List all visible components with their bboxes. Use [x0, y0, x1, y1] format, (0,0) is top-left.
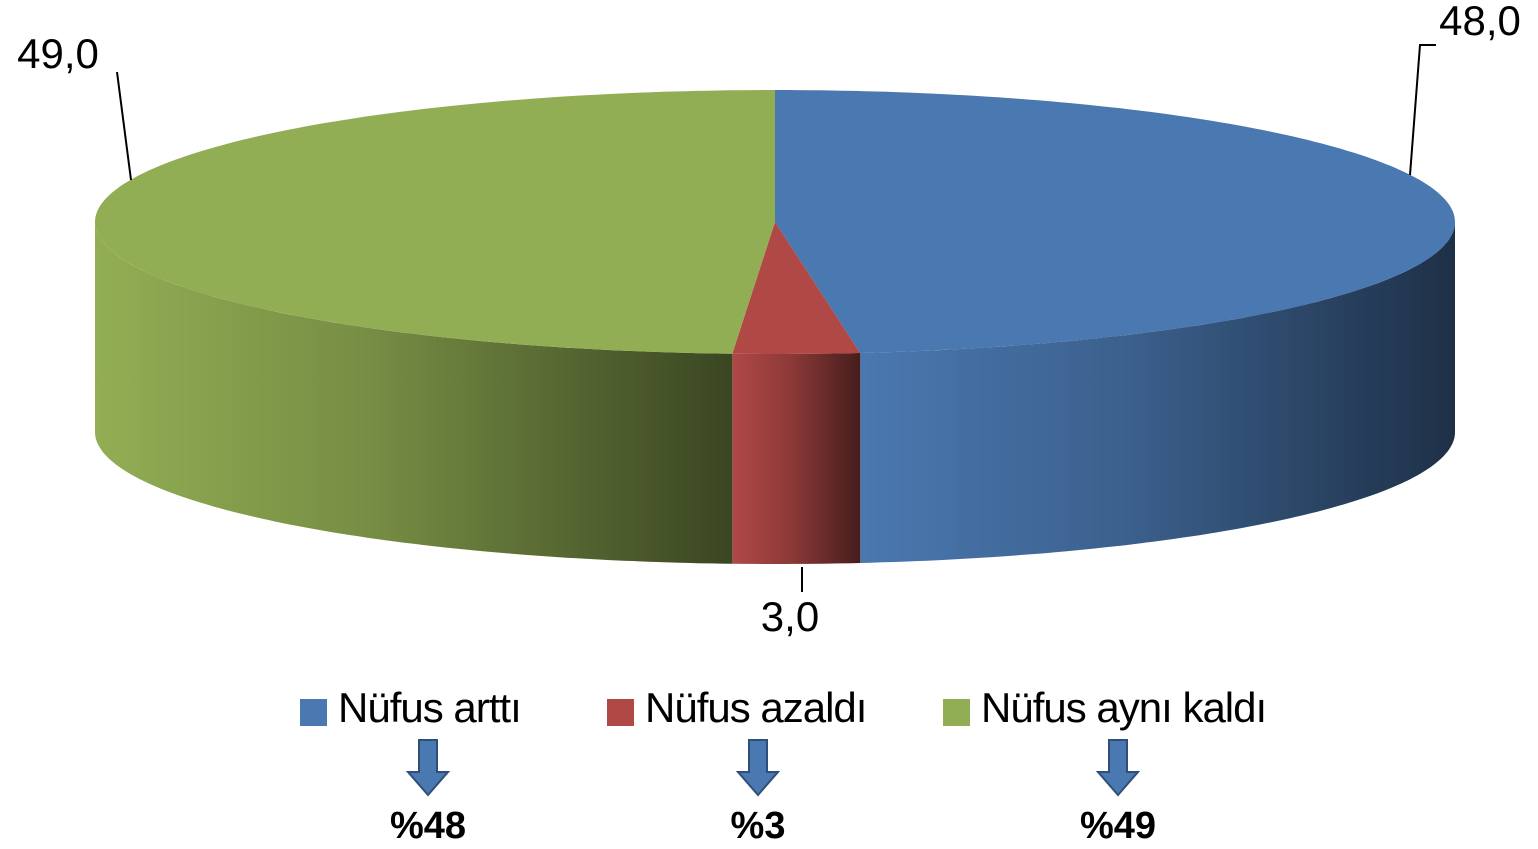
data-label: 49,0: [17, 30, 99, 77]
pie-side-shade: [732, 353, 861, 564]
annotation: %49: [1080, 805, 1156, 847]
legend-swatch: [607, 699, 634, 726]
leader-line: [116, 71, 132, 181]
legend-label: Nüfus azaldı: [645, 684, 866, 731]
annotation: %48: [390, 805, 466, 847]
legend-label: Nüfus arttı: [338, 684, 521, 731]
leader-line: [1409, 44, 1436, 176]
annotation: %3: [731, 805, 786, 847]
pie-side-shade: [860, 222, 1455, 563]
pie-slice: [775, 90, 1455, 353]
pie-slice: [95, 90, 775, 354]
data-label: 3,0: [761, 593, 819, 640]
legend-swatch: [300, 699, 327, 726]
arrow: [405, 739, 451, 797]
arrow: [1095, 739, 1141, 797]
legend-swatch: [943, 699, 970, 726]
arrow: [735, 739, 781, 797]
pie: [95, 90, 1455, 564]
legend-label: Nüfus aynı kaldı: [981, 684, 1266, 731]
labels: 48,0 3,0 49,0 Nüfus arttı Nüfus azaldı Nüfus …: [17, 0, 1521, 847]
data-label: 48,0: [1439, 0, 1521, 44]
pie-slice: [732, 222, 861, 354]
pie-side-shade: [95, 222, 733, 564]
